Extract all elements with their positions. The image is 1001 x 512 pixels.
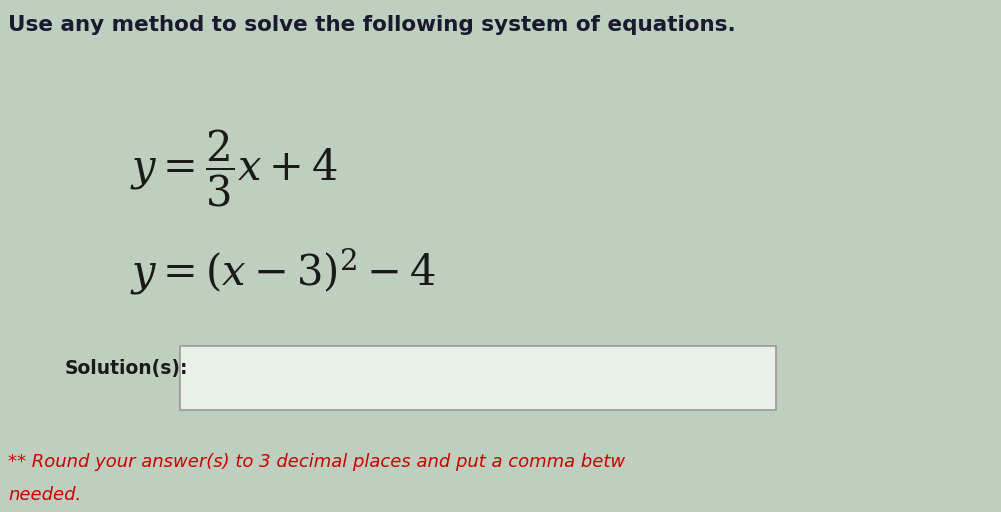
Text: ** Round your answer(s) to 3 decimal places and put a comma betw: ** Round your answer(s) to 3 decimal pla… (8, 453, 626, 471)
Text: $y = (x - 3)^2 - 4$: $y = (x - 3)^2 - 4$ (130, 246, 436, 296)
Text: Solution(s):: Solution(s): (65, 359, 188, 378)
Text: $y = \dfrac{2}{3}x + 4$: $y = \dfrac{2}{3}x + 4$ (130, 128, 338, 209)
Text: Use any method to solve the following system of equations.: Use any method to solve the following sy… (8, 15, 736, 35)
FancyBboxPatch shape (180, 346, 776, 410)
Text: needed.: needed. (8, 486, 81, 504)
